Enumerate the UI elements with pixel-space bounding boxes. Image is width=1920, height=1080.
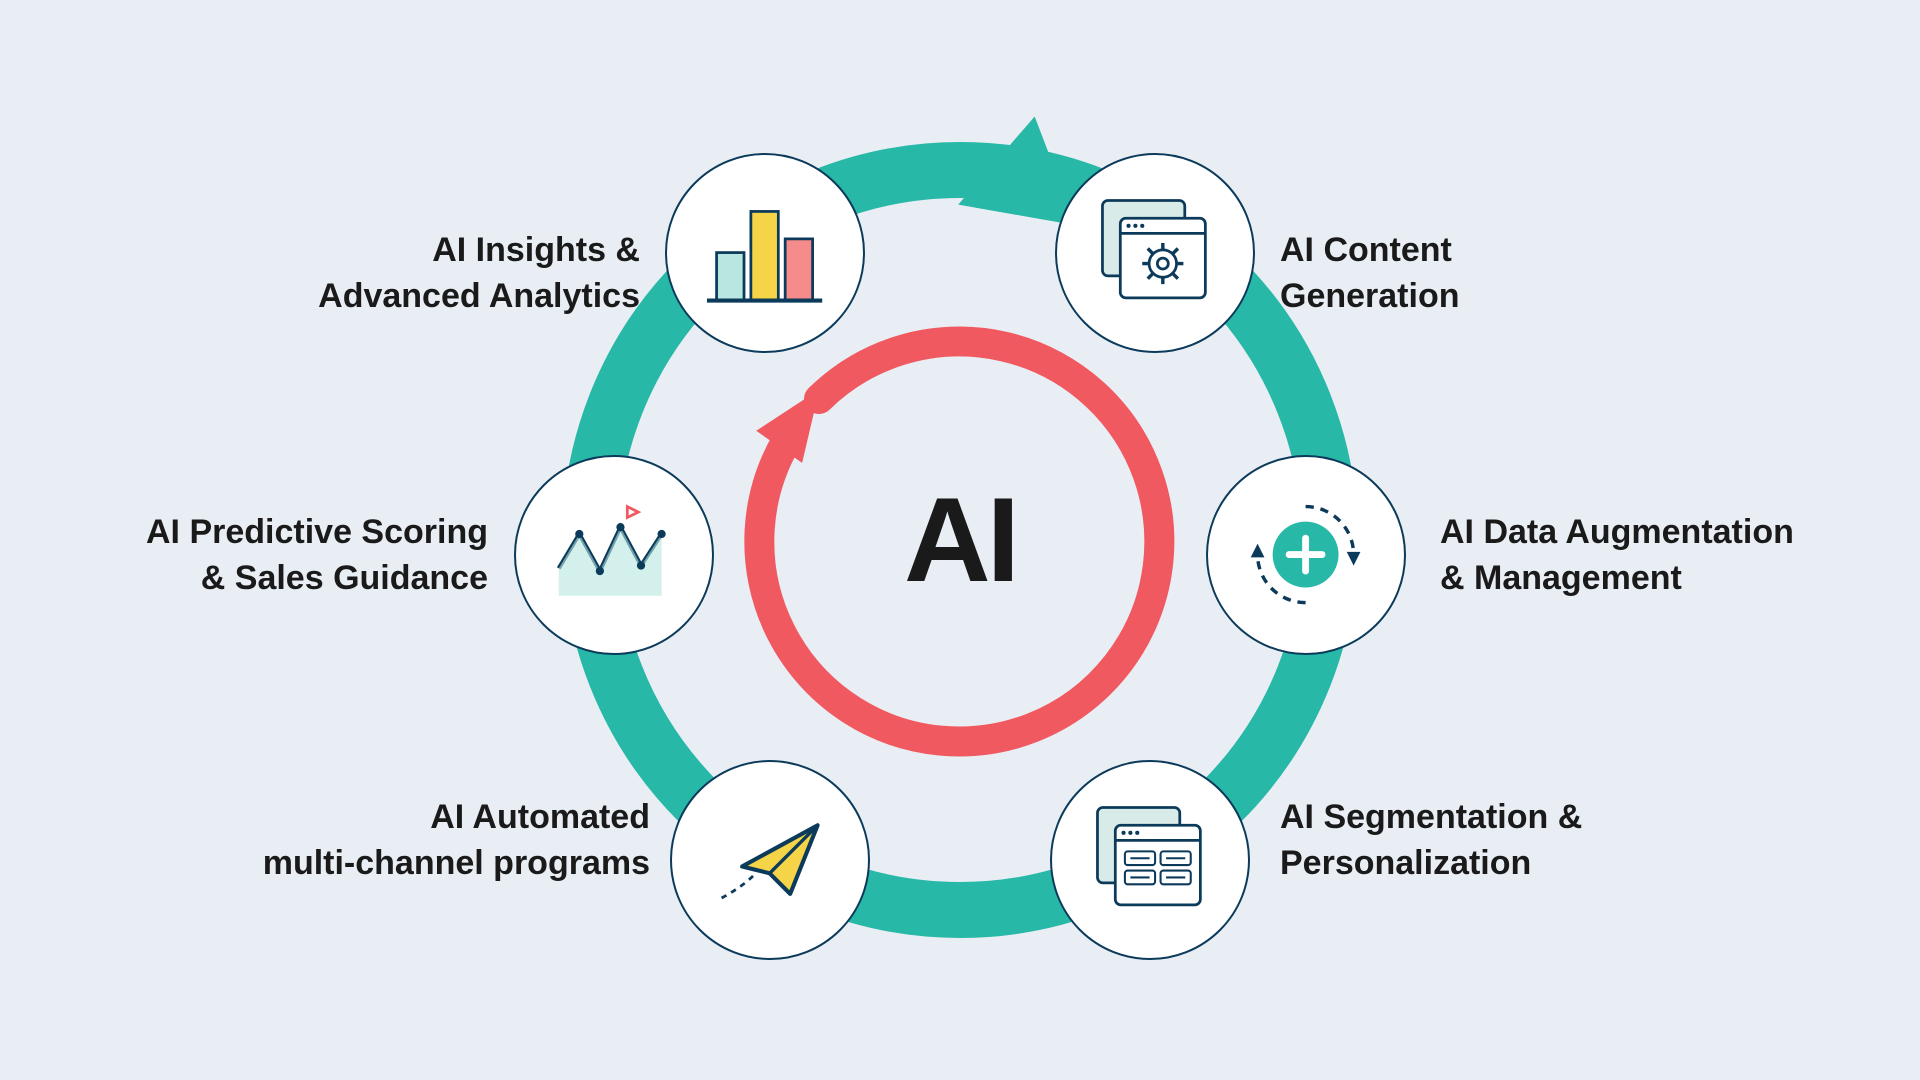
label-insights-line1: AI Insights & — [432, 231, 640, 269]
label-augmentation: AI Data Augmentation & Management — [1440, 510, 1890, 602]
label-scoring-line1: AI Predictive Scoring — [146, 513, 488, 551]
node-scoring — [514, 455, 714, 655]
label-content-line1: AI Content — [1280, 231, 1452, 269]
label-augmentation-line1: AI Data Augmentation — [1440, 513, 1794, 551]
infographic-container: AI AI Insights & Advanced Analytics — [0, 0, 1920, 1080]
label-insights-line2: Advanced Analytics — [318, 277, 640, 315]
paper-plane-icon — [701, 791, 838, 928]
label-automated-line2: multi-channel programs — [263, 844, 650, 882]
center-label: AI — [904, 471, 1016, 609]
label-content-line2: Generation — [1280, 277, 1459, 315]
plus-cycle-icon — [1237, 486, 1374, 623]
node-augmentation — [1206, 455, 1406, 655]
label-scoring: AI Predictive Scoring & Sales Guidance — [108, 510, 488, 602]
label-segmentation-line1: AI Segmentation & — [1280, 798, 1582, 836]
node-insights — [665, 153, 865, 353]
label-augmentation-line2: & Management — [1440, 559, 1682, 597]
label-segmentation-line2: Personalization — [1280, 844, 1531, 882]
bar-chart-icon — [696, 184, 833, 321]
gear-window-icon — [1086, 184, 1223, 321]
line-chart-icon — [545, 486, 682, 623]
list-window-icon — [1081, 791, 1218, 928]
label-automated: AI Automated multi-channel programs — [210, 795, 650, 887]
node-content — [1055, 153, 1255, 353]
label-automated-line1: AI Automated — [430, 798, 650, 836]
label-insights: AI Insights & Advanced Analytics — [280, 228, 640, 320]
node-segmentation — [1050, 760, 1250, 960]
node-automated — [670, 760, 870, 960]
label-content: AI Content Generation — [1280, 228, 1680, 320]
label-segmentation: AI Segmentation & Personalization — [1280, 795, 1720, 887]
label-scoring-line2: & Sales Guidance — [201, 559, 488, 597]
